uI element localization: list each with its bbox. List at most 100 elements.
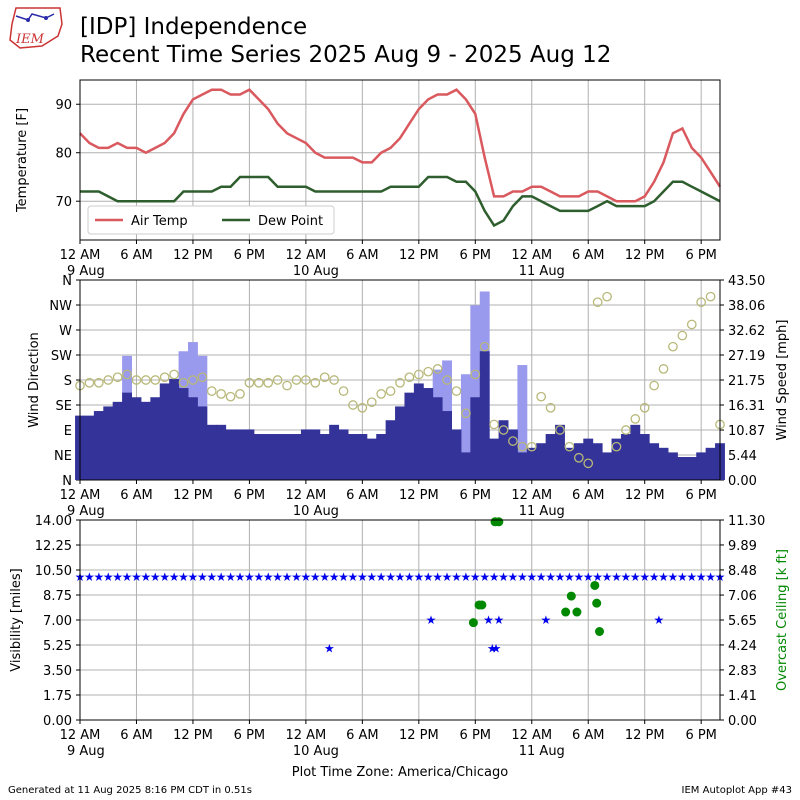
y2-tick-label: 7.06 [728,589,757,604]
wind-speed-bar [188,397,198,480]
wind-direction-point [348,400,358,410]
visibility-point: ★ [413,570,424,584]
visibility-point: ★ [677,570,688,584]
wind-direction-point [244,377,255,388]
wind-speed-bar [376,434,387,480]
wind-speed-bar [385,420,396,480]
wind-speed-bar [696,452,707,480]
wind-direction-point [630,414,641,424]
wind-speed-bar [545,434,556,480]
wind-direction-point [253,377,264,388]
wind-direction-point [479,341,490,352]
y-tick-label: NW [49,299,72,314]
x-date-label: 11 Aug [519,264,565,279]
legend-label-air-temp: Air Temp [131,214,188,229]
wind-speed-bar [555,424,565,480]
visibility-point: ★ [639,570,650,584]
x-tick-label: 12 PM [625,488,665,503]
wind-direction-point [686,319,697,330]
visibility-point: ★ [493,613,504,627]
wind-speed-bar [122,392,132,480]
y2-tick-label: 11.30 [728,514,765,529]
visibility-point: ★ [564,570,575,584]
y2-tick-label: 43.50 [728,274,765,289]
x-tick-label: 6 AM [120,728,153,743]
chart-title-range: Recent Time Series 2025 Aug 9 - 2025 Aug… [80,42,612,68]
visibility-point: ★ [376,570,387,584]
y-tick-label: 8.75 [43,589,72,604]
wind-direction-point [442,375,452,385]
y2-tick-label: 16.31 [728,399,765,414]
visibility-point: ★ [470,570,481,584]
wind-speed-bar [432,397,443,480]
wind-speed-bar [564,447,575,480]
wind-direction-point [498,425,509,435]
wind-speed-bar [602,452,612,480]
plot-frame [79,279,721,481]
visibility-point: ★ [555,570,566,584]
wind-direction-point [395,377,405,388]
visibility-point: ★ [300,570,311,584]
visibility-point: ★ [366,570,377,584]
wind-speed-bar [470,397,481,480]
wind-speed-bar [329,424,340,480]
x-tick-label: 6 AM [572,488,605,503]
chart-title-station: [IDP] Independence [80,14,308,40]
ceiling-point [592,598,602,608]
y2-tick-label: 32.62 [728,324,765,339]
ceiling-point [590,580,600,590]
wind-direction-point [489,419,499,430]
x-tick-label: 12 PM [399,728,439,743]
ceiling-point [477,600,487,610]
x-tick-label: 12 PM [399,488,439,503]
y2-tick-label: 5.44 [728,449,757,464]
wind-speed-bar [357,434,368,480]
wind-direction-point [159,372,170,383]
wind-direction-point [150,375,161,385]
y-tick-label: 10.50 [35,564,72,579]
wind-direction-point [404,372,415,383]
wind-direction-point [319,372,330,383]
wind-direction-point [592,297,603,308]
y-tick-label: 3.50 [43,664,72,679]
visibility-point: ★ [329,570,340,584]
visibility-point: ★ [573,570,584,584]
wind-speed-bar [150,397,161,480]
wind-speed-bar [253,434,264,480]
y-tick-label: SW [51,349,72,364]
wind-direction-point [178,377,189,388]
wind-direction-point [93,377,104,388]
visibility-point: ★ [479,570,490,584]
wind-speed-bar [291,434,302,480]
y-tick-label: 12.25 [35,539,72,554]
wind-speed-bar [630,424,641,480]
visibility-point: ★ [159,570,170,584]
wind-direction-point [573,452,584,463]
x-tick-label: 12 AM [60,728,101,743]
y-tick-label: 5.25 [43,639,72,654]
wind-speed-bar [517,452,528,480]
x-tick-label: 6 PM [234,728,265,743]
visibility-point: ★ [244,570,255,584]
wind-speed-bar [451,429,462,480]
wind-direction-point [705,291,716,302]
wind-speed-bar [498,420,509,480]
wind-direction-point [112,372,123,383]
x-date-label: 10 Aug [293,504,339,519]
visibility-point: ★ [498,570,509,584]
visibility-point: ★ [188,570,199,584]
x-tick-label: 12 AM [60,488,101,503]
wind-direction-point [329,375,339,385]
wind-direction-point [423,366,434,377]
visibility-point: ★ [103,570,114,584]
ceiling-point [566,591,576,601]
wind-speed-bar [159,383,170,480]
temperature-legend: Air Temp Dew Point [87,205,335,235]
x-date-label: 11 Aug [519,504,565,519]
wind-speed-bar [395,406,405,480]
x-date-label: 10 Aug [293,744,339,759]
y-tick-label: NE [54,449,72,464]
visibility-point: ★ [649,570,660,584]
x-date-label: 11 Aug [519,744,565,759]
